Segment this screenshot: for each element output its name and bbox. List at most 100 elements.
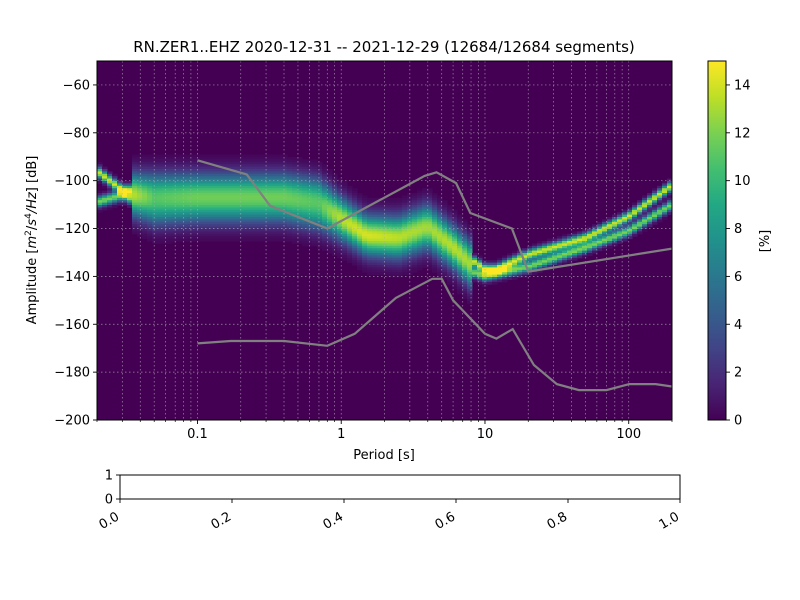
- density-cell: [232, 212, 238, 216]
- density-cell: [297, 226, 303, 230]
- density-cell: [132, 185, 138, 189]
- density-cell: [277, 221, 283, 225]
- density-cell: [162, 188, 168, 192]
- density-cell: [247, 157, 253, 160]
- density-cell: [497, 257, 503, 261]
- density-cell: [97, 164, 103, 168]
- density-cell: [252, 171, 258, 175]
- density-cell: [462, 231, 468, 235]
- density-cell: [212, 157, 218, 160]
- density-cell: [297, 193, 303, 196]
- density-cell: [327, 176, 333, 180]
- density-cell: [642, 209, 648, 213]
- density-cell: [412, 257, 418, 261]
- density-cell: [237, 212, 243, 216]
- density-cell: [417, 190, 423, 194]
- density-cell: [267, 200, 273, 204]
- density-cell: [532, 265, 538, 268]
- density-cell: [567, 260, 573, 264]
- density-cell: [147, 157, 153, 160]
- density-cell: [227, 193, 233, 196]
- density-cell: [262, 236, 268, 240]
- density-cell: [372, 229, 378, 232]
- density-cell: [157, 202, 163, 206]
- density-cell: [177, 154, 183, 158]
- density-cell: [132, 202, 138, 206]
- density-cell: [422, 243, 428, 247]
- density-cell: [137, 164, 143, 168]
- density-cell: [192, 221, 198, 225]
- density-cell: [197, 173, 203, 177]
- density-cell: [227, 183, 233, 187]
- density-cell: [187, 197, 193, 201]
- density-cell: [522, 265, 528, 268]
- density-cell: [107, 173, 113, 177]
- density-cell: [537, 243, 543, 247]
- y-tick-label: −140: [54, 270, 90, 285]
- density-cell: [642, 202, 648, 206]
- density-cell: [187, 171, 193, 175]
- density-cell: [552, 241, 558, 244]
- density-cell: [442, 245, 448, 249]
- density-cell: [167, 173, 173, 177]
- density-cell: [242, 219, 248, 223]
- density-cell: [617, 226, 623, 230]
- density-cell: [122, 181, 128, 184]
- density-cell: [177, 195, 183, 199]
- density-cell: [547, 262, 553, 266]
- density-cell: [467, 284, 473, 288]
- x-tick-label: 10: [477, 427, 494, 442]
- density-cell: [402, 205, 408, 208]
- density-cell: [507, 265, 513, 268]
- density-cell: [632, 217, 638, 220]
- lower-axes: 0.0 0.2 0.4 0.6 0.8 1.0 01: [97, 469, 682, 533]
- density-cell: [147, 236, 153, 240]
- density-cell: [632, 226, 638, 230]
- density-cell: [412, 221, 418, 225]
- density-cell: [232, 226, 238, 230]
- density-cell: [267, 229, 273, 232]
- density-cell: [207, 214, 213, 218]
- density-cell: [417, 241, 423, 244]
- density-cell: [317, 161, 323, 165]
- density-cell: [647, 195, 653, 199]
- density-cell: [207, 178, 213, 182]
- density-cell: [362, 265, 368, 268]
- density-cell: [107, 176, 113, 180]
- y-tick-label: −120: [54, 222, 90, 237]
- density-cell: [427, 260, 433, 264]
- density-cell: [307, 214, 313, 218]
- density-cell: [247, 181, 253, 184]
- density-cell: [652, 188, 658, 192]
- density-cell: [562, 248, 568, 252]
- density-cell: [602, 224, 608, 228]
- density-cell: [457, 245, 463, 249]
- main-plot: 0.1 1 10 100 −200−180−160−140−120−100−80−60…: [24, 60, 673, 463]
- density-cell: [372, 209, 378, 213]
- density-cell: [142, 193, 148, 196]
- density-cell: [417, 250, 423, 254]
- density-cell: [307, 200, 313, 204]
- density-cell: [182, 159, 188, 163]
- density-cell: [372, 217, 378, 220]
- density-cell: [357, 255, 363, 259]
- density-cell: [247, 212, 253, 216]
- density-cell: [167, 202, 173, 206]
- density-cell: [492, 277, 498, 280]
- density-cell: [642, 207, 648, 211]
- density-cell: [307, 243, 313, 247]
- density-cell: [327, 229, 333, 232]
- density-cell: [612, 214, 618, 218]
- density-cell: [167, 164, 173, 168]
- density-cell: [277, 181, 283, 184]
- density-cell: [432, 205, 438, 208]
- density-cell: [277, 238, 283, 242]
- density-cell: [272, 217, 278, 220]
- density-cell: [407, 202, 413, 206]
- density-cell: [452, 217, 458, 220]
- density-cell: [447, 260, 453, 264]
- density-cell: [457, 267, 463, 271]
- density-cell: [447, 279, 453, 283]
- chart-title: RN.ZER1..EHZ 2020-12-31 -- 2021-12-29 (1…: [133, 38, 635, 56]
- density-cell: [307, 224, 313, 228]
